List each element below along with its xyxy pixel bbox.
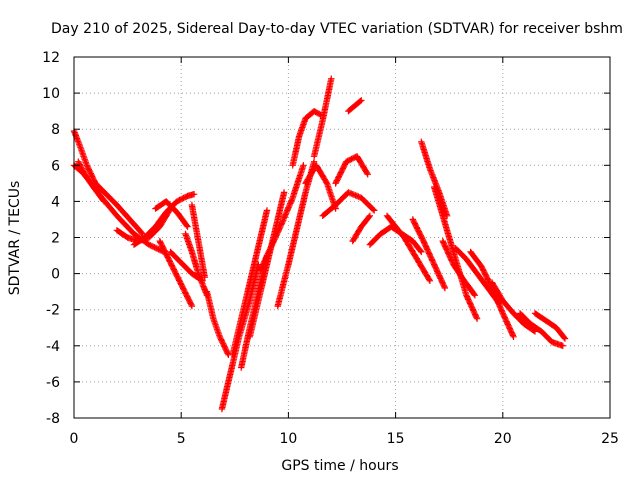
x-tick-labels: 0 5 10 15 20 25 — [70, 431, 619, 447]
x-tick-label: 15 — [387, 431, 405, 447]
series-arc-22 — [332, 153, 371, 187]
marker-path — [332, 153, 371, 187]
series-arc-24 — [349, 212, 374, 245]
y-tick-label: 2 — [51, 231, 60, 247]
series-arc-27 — [409, 216, 449, 292]
y-axis-label: SDTVAR / TECUs — [7, 181, 23, 296]
marker-path — [439, 237, 479, 299]
series-arc-18 — [289, 108, 324, 169]
series-arc-26 — [383, 212, 434, 284]
marker-path — [188, 201, 208, 281]
y-tick-label: 8 — [51, 122, 60, 138]
y-tick-label: 4 — [51, 194, 60, 210]
y-tick-label: 6 — [51, 158, 60, 174]
series-arc-21 — [319, 189, 378, 219]
series-arc-10 — [188, 201, 208, 281]
x-tick-label: 20 — [494, 431, 512, 447]
series-arc-34 — [516, 310, 566, 349]
series-arc-9 — [182, 230, 211, 299]
series-arc-13 — [229, 207, 271, 358]
series-arc-7 — [156, 237, 196, 310]
marker-path — [182, 230, 211, 299]
grid-lines — [74, 57, 610, 418]
marker-path — [70, 127, 146, 238]
y-tick-label: -4 — [46, 339, 60, 355]
x-tick-label: 10 — [279, 431, 297, 447]
marker-path — [531, 310, 569, 342]
series-arc-16 — [257, 162, 307, 274]
marker-path — [349, 212, 374, 245]
marker-path — [218, 261, 262, 413]
series-arc-33 — [488, 279, 539, 335]
x-tick-label: 0 — [70, 431, 79, 447]
series-arc-1 — [70, 127, 146, 238]
y-tick-label: -8 — [46, 411, 60, 427]
series-arc-12 — [218, 261, 262, 413]
series-arc-30 — [439, 237, 479, 299]
marker-path — [345, 97, 365, 115]
y-tick-label: 0 — [51, 267, 60, 283]
y-tick-label: 10 — [42, 86, 60, 102]
marker-path — [75, 158, 108, 205]
marker-path — [310, 75, 335, 160]
x-tick-label: 25 — [601, 431, 619, 447]
y-tick-label: -6 — [46, 375, 60, 391]
series-arc-19 — [302, 162, 339, 212]
series-arc-3 — [75, 158, 108, 205]
marker-path — [418, 138, 451, 219]
series-arc-11 — [203, 288, 232, 358]
marker-path — [203, 288, 232, 358]
marker-path — [383, 212, 434, 284]
marker-path — [516, 310, 566, 349]
y-tick-labels: -8 -6 -4 -2 0 2 4 6 8 10 12 — [42, 50, 60, 427]
marker-path — [229, 207, 271, 358]
marker-path — [257, 162, 307, 274]
series-arc-23 — [345, 97, 365, 115]
data-points — [70, 75, 569, 413]
marker-path — [302, 162, 339, 212]
marker-path — [488, 279, 539, 335]
marker-path — [152, 198, 191, 230]
marker-path — [319, 189, 378, 219]
marker-path — [156, 237, 196, 310]
marker-path — [289, 108, 324, 169]
marker-path — [409, 216, 449, 292]
series-arc-20 — [310, 75, 335, 160]
chart-title: Day 210 of 2025, Sidereal Day-to-day VTE… — [51, 21, 623, 37]
y-tick-label: 12 — [42, 50, 60, 66]
x-axis-label: GPS time / hours — [281, 458, 398, 474]
series-arc-28 — [418, 138, 451, 219]
series-arc-6 — [152, 198, 191, 230]
y-tick-label: -2 — [46, 303, 60, 319]
series-arc-35 — [531, 310, 569, 342]
x-tick-label: 5 — [177, 431, 186, 447]
axis-ticks — [73, 56, 611, 419]
